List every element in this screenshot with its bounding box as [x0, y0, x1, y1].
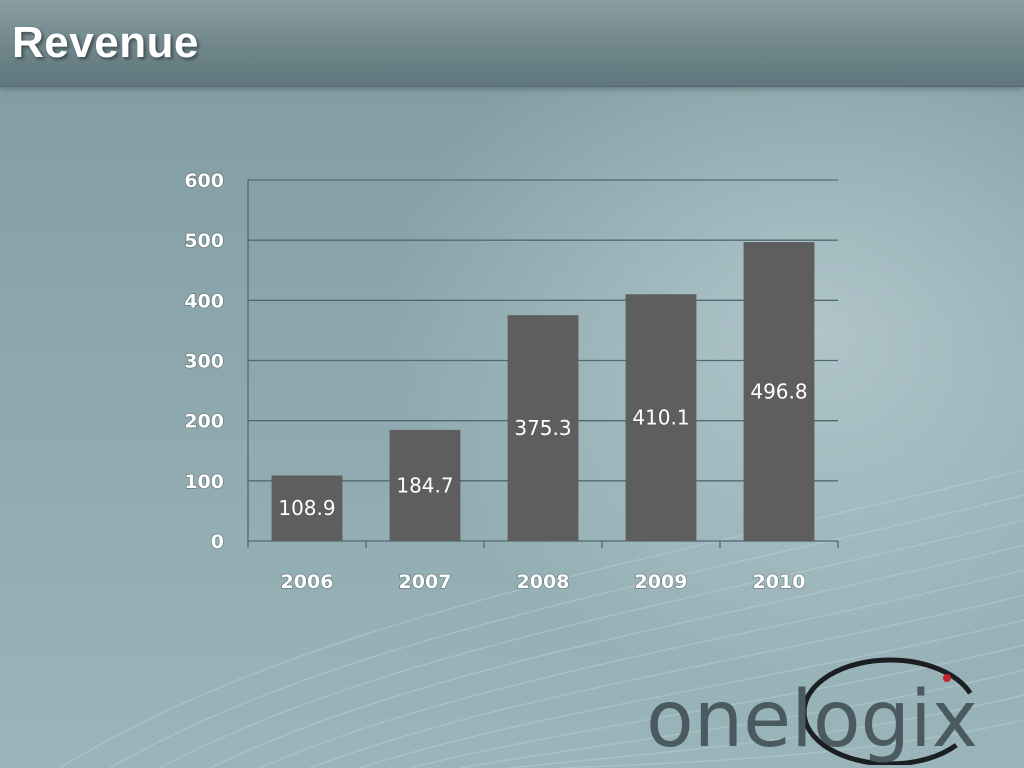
- logo-swoosh: [801, 657, 979, 765]
- y-tick-label-600: 600: [184, 170, 224, 192]
- bar-2007: [389, 429, 461, 541]
- bar-2009: [625, 294, 697, 541]
- y-tick-label-400: 400: [184, 290, 224, 312]
- data-label-2009: 410.1: [632, 406, 689, 430]
- bar-2010: [743, 242, 815, 542]
- data-label-2006: 108.9: [278, 496, 335, 520]
- data-label-2010: 496.8: [750, 380, 807, 404]
- y-tick-label-0: 0: [211, 531, 224, 553]
- slide-title: Revenue: [12, 18, 199, 67]
- labels: 0 100 200 300 400 500 600 108.9 2006 184.7 2007 375…: [184, 169, 808, 593]
- bars: [271, 242, 815, 542]
- y-tick-label-100: 100: [184, 471, 224, 493]
- logo-text: onelogix: [646, 675, 978, 765]
- title-bar: Revenue: [0, 0, 1024, 87]
- x-category-label-2008: 2008: [517, 571, 570, 593]
- bar-2006: [271, 475, 343, 541]
- gridlines: [248, 179, 838, 542]
- y-tick-label-500: 500: [184, 230, 224, 252]
- x-category-label-2009: 2009: [635, 571, 688, 593]
- axes: [247, 180, 839, 548]
- data-label-2007: 184.7: [396, 473, 453, 497]
- y-tick-label-200: 200: [184, 411, 224, 433]
- x-category-label-2006: 2006: [281, 571, 334, 593]
- x-category-label-2010: 2010: [753, 571, 806, 593]
- bar-2008: [507, 315, 579, 541]
- y-tick-label-300: 300: [184, 351, 224, 373]
- company-logo: onelogix: [646, 657, 979, 765]
- x-category-label-2007: 2007: [399, 571, 452, 593]
- logo-dot: [943, 674, 951, 682]
- data-label-2008: 375.3: [514, 416, 571, 440]
